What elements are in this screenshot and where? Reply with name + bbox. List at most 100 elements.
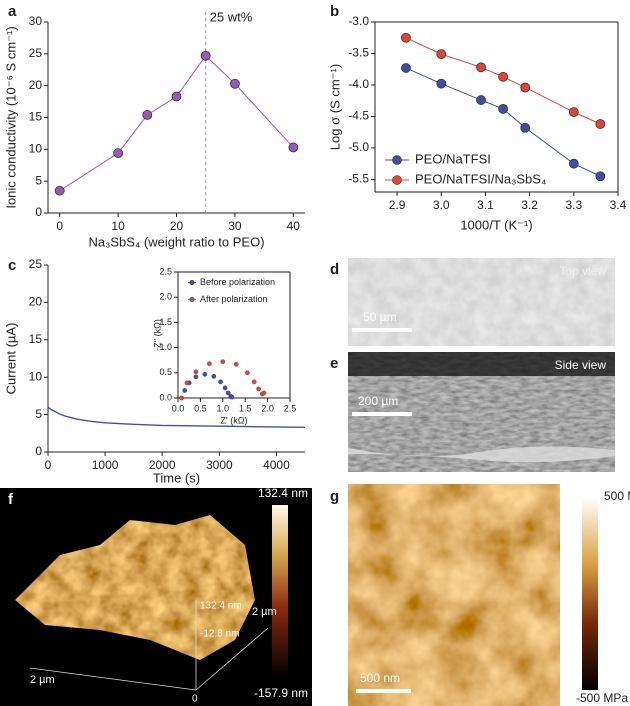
afm-modulus-map <box>348 484 560 706</box>
background-band <box>348 352 615 376</box>
y-tick-label: 2.0 <box>159 292 172 302</box>
data-point <box>436 49 447 60</box>
x-axis-title: Na₃SbS₄ (weight ratio to PEO) <box>88 234 264 249</box>
z-tick: 0 <box>192 694 198 705</box>
data-point <box>207 361 212 367</box>
data-point <box>401 32 411 43</box>
data-point <box>595 119 606 129</box>
chart: b 2.9 3.0 3.1 3.2 3.3 3.4 -3.0 -3.5 -4.0 -4.5 -5.0 -… <box>327 3 626 232</box>
colorbar <box>272 505 288 677</box>
y-tick-label: 2.5 <box>159 266 172 276</box>
panel-letter: f <box>8 491 14 508</box>
data-point <box>193 374 199 380</box>
y-tick-label: 0 <box>35 205 42 219</box>
data-point <box>202 371 208 377</box>
data-point <box>211 373 217 379</box>
colorbar-min: -500 MPa <box>576 691 628 705</box>
x-tick-label: 0 <box>45 458 52 472</box>
y-tick-label: -4.5 <box>348 109 369 123</box>
data-point <box>568 107 579 117</box>
data-point <box>251 379 257 385</box>
x-tick-label: 2.0 <box>261 403 274 413</box>
data-point <box>193 369 199 375</box>
x-tick-label: 0 <box>56 219 63 233</box>
x-tick-label: 2.5 <box>284 403 297 413</box>
x-tick-label: 0.0 <box>172 403 185 413</box>
y-tick-label: 5 <box>35 173 42 187</box>
axis-label: 2 µm <box>252 606 277 618</box>
y-tick-label: 5 <box>35 407 42 421</box>
x-tick-label: 2.9 <box>389 198 406 212</box>
data-point <box>233 361 239 367</box>
y-tick-label: -4.0 <box>348 77 369 91</box>
caption: Top view <box>559 264 606 278</box>
panel-letter: c <box>8 257 16 274</box>
colorbar-max: 500 MPa <box>604 489 630 503</box>
data-point <box>436 78 447 89</box>
y-tick-label: 30 <box>29 14 43 28</box>
y-tick-label: 15 <box>29 110 43 124</box>
colorbar-max: 132.4 nm <box>258 486 308 500</box>
panel-letter: b <box>330 3 339 20</box>
y-tick-label: 1.5 <box>159 317 172 327</box>
y-tick-label: -5.0 <box>348 140 369 154</box>
x-tick-label: 20 <box>170 219 184 233</box>
x-tick-label: 1.0 <box>217 403 230 413</box>
y-tick-label: -3.0 <box>348 14 369 28</box>
y-tick-label: -3.5 <box>348 46 369 60</box>
legend-marker <box>392 155 402 165</box>
legend-marker <box>392 175 402 185</box>
panel-letter: e <box>330 355 338 372</box>
panel-letter: g <box>330 488 339 505</box>
x-tick-label: 3.4 <box>610 198 627 212</box>
x-tick-label: 4000 <box>263 458 290 472</box>
data-point <box>54 185 65 196</box>
data-point <box>520 122 531 133</box>
data-point <box>171 91 182 102</box>
legend-label: Before polarization <box>200 277 275 287</box>
data-point <box>230 78 240 89</box>
legend-label: PEO/NaTFSI/Na₃SbS₄ <box>415 171 546 186</box>
data-point <box>520 82 531 93</box>
edge <box>348 446 615 463</box>
scale-label: 50 µm <box>363 310 397 324</box>
series-line <box>47 406 306 429</box>
y-tick-label: 0 <box>35 444 42 458</box>
scale-label: 500 nm <box>360 671 400 685</box>
colorbar-min: -157.9 nm <box>254 686 308 700</box>
z-tick: 132.4 nm <box>200 601 242 612</box>
y-tick-label: 0.5 <box>159 367 172 377</box>
data-point <box>256 386 261 392</box>
data-point <box>142 110 153 120</box>
y-tick-label: 0.0 <box>159 392 172 402</box>
data-point <box>261 390 267 396</box>
y-tick-label: 20 <box>29 295 43 309</box>
chart: 0.0 0.5 1.0 1.5 2.0 2.5 0.0 0.5 1.0 1.5 2.0 2.5 Z' (… <box>152 266 296 425</box>
y-axis-title: Log σ (S cm⁻¹) <box>327 64 342 150</box>
chart: c 0 1000 2000 3000 4000 0 5 10 15 20 25 Time (s) Curr… <box>3 257 306 485</box>
y-tick-label: 25 <box>29 257 43 271</box>
legend-marker <box>189 296 195 302</box>
y-axis-title: Current (µA) <box>3 323 18 395</box>
data-point <box>182 388 188 393</box>
y-tick-label: 10 <box>29 142 43 156</box>
data-point <box>113 148 123 159</box>
legend-label: After polarization <box>200 294 268 304</box>
scale-label: 200 µm <box>358 394 398 408</box>
x-tick-label: 3.0 <box>433 198 450 212</box>
data-point <box>401 63 411 73</box>
y-tick-label: 15 <box>29 332 43 346</box>
y-tick-label: -5.5 <box>348 172 369 186</box>
data-point <box>498 103 509 114</box>
data-point <box>568 158 579 169</box>
data-point <box>222 385 228 391</box>
data-point <box>200 50 211 61</box>
y-tick-label: 10 <box>29 369 43 383</box>
x-tick-label: 3.1 <box>477 198 494 212</box>
x-tick-label: 40 <box>287 219 301 233</box>
x-tick-label: 1000 <box>92 458 119 472</box>
legend-marker <box>189 279 195 285</box>
y-tick-label: 1.0 <box>159 342 172 352</box>
legend-label: PEO/NaTFSI <box>415 151 491 166</box>
